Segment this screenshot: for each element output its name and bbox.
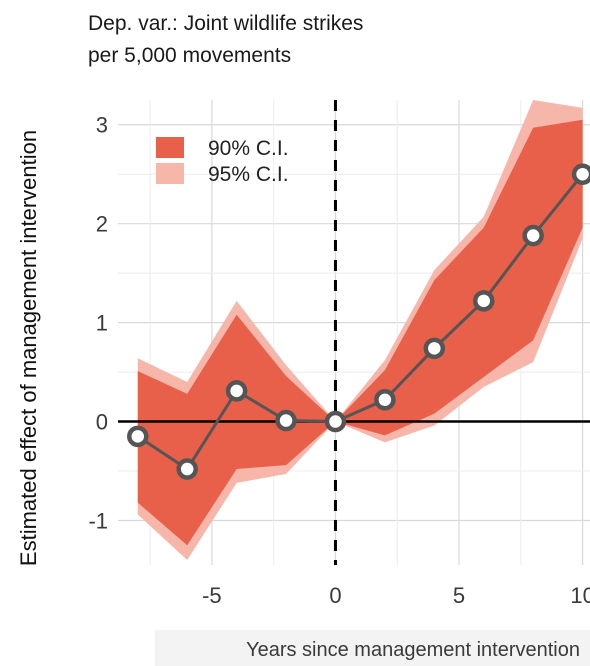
estimate-point xyxy=(225,380,248,402)
axis-ticks: -1 0 1 2 3 -5 0 5 10 xyxy=(88,113,590,608)
estimate-line xyxy=(136,173,584,472)
y-tick-label: 1 xyxy=(96,311,108,336)
x-tick-label: 0 xyxy=(329,583,341,608)
estimate-point xyxy=(275,409,297,432)
x-axis-label: Years since management intervention xyxy=(246,639,580,661)
estimate-point xyxy=(571,163,590,185)
estimate-point xyxy=(127,425,149,448)
legend: 90% C.I. 95% C.I. xyxy=(156,137,289,186)
legend-swatch-90ci xyxy=(156,137,184,158)
x-tick-label: 5 xyxy=(453,583,465,608)
y-tick-label: 3 xyxy=(96,113,108,138)
estimate-point xyxy=(324,410,347,433)
estimate-point xyxy=(176,458,198,480)
y-tick-label: 2 xyxy=(96,212,108,237)
estimate-point xyxy=(522,224,544,247)
estimate-point xyxy=(374,389,396,411)
chart-title-line-2: per 5,000 movements xyxy=(88,44,291,67)
chart-title-line-1: Dep. var.: Joint wildlife strikes xyxy=(88,12,363,35)
legend-label-95ci: 95% C.I. xyxy=(208,163,289,186)
reference-lines xyxy=(118,100,590,565)
estimate-point xyxy=(423,337,446,360)
y-axis-label: Estimated effect of management intervent… xyxy=(16,130,41,566)
x-tick-label: 10 xyxy=(570,583,590,608)
legend-label-90ci: 90% C.I. xyxy=(208,137,289,160)
legend-swatch-95ci xyxy=(156,163,184,184)
x-tick-label: -5 xyxy=(202,583,222,608)
x-axis-label-background xyxy=(155,630,590,666)
estimate-point xyxy=(472,290,495,312)
ci90-band xyxy=(137,119,583,546)
y-tick-label: -1 xyxy=(88,508,108,533)
estimate-series xyxy=(127,163,590,480)
y-tick-label: 0 xyxy=(96,410,108,435)
confidence-bands xyxy=(137,100,583,561)
